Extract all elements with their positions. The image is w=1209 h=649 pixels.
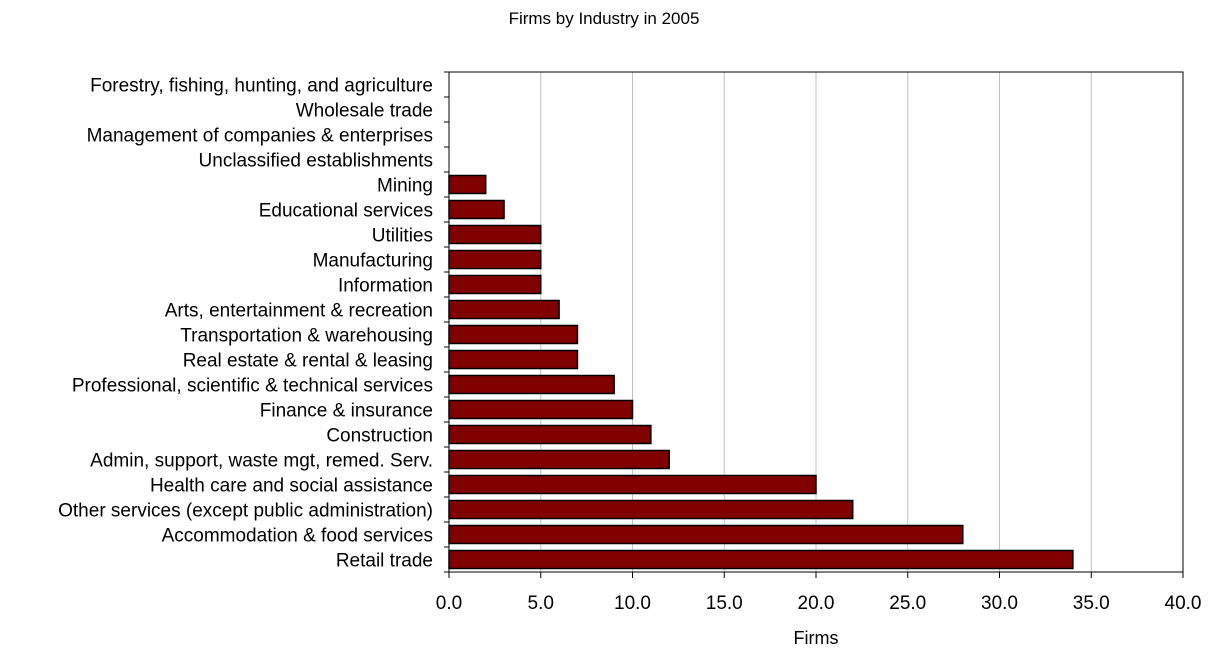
bars (448, 174, 1074, 570)
category-labels: Forestry, fishing, hunting, and agricult… (58, 76, 433, 572)
category-label: Transportation & warehousing (180, 326, 433, 347)
x-tick-label: 0.0 (436, 593, 462, 614)
x-tick-label: 5.0 (528, 593, 554, 614)
bar (448, 324, 579, 345)
bar (448, 449, 670, 470)
bar (448, 274, 542, 295)
x-tick-label: 15.0 (706, 593, 743, 614)
category-label: Wholesale trade (296, 101, 433, 122)
category-label: Retail trade (336, 551, 433, 572)
x-tick-label: 40.0 (1165, 593, 1202, 614)
category-label: Management of companies & enterprises (87, 126, 433, 147)
category-label: Real estate & rental & leasing (183, 351, 433, 372)
category-label: Finance & insurance (260, 401, 433, 422)
category-label: Mining (377, 176, 433, 197)
category-label: Other services (except public administra… (58, 501, 433, 522)
gridlines (540, 72, 1092, 572)
category-label: Admin, support, waste mgt, remed. Serv. (90, 451, 433, 472)
category-label: Professional, scientific & technical ser… (72, 376, 433, 397)
bar (448, 374, 615, 395)
bar (448, 549, 1074, 570)
bar (448, 249, 542, 270)
category-label: Construction (326, 426, 433, 447)
x-tick-label: 10.0 (614, 593, 651, 614)
category-label: Utilities (372, 226, 433, 247)
category-label: Unclassified establishments (199, 151, 433, 172)
bar (448, 199, 505, 220)
bar (448, 424, 652, 445)
category-label: Arts, entertainment & recreation (165, 301, 433, 322)
chart-title: Firms by Industry in 2005 (509, 9, 700, 28)
x-axis-title: Firms (794, 628, 839, 648)
category-label: Forestry, fishing, hunting, and agricult… (90, 76, 433, 97)
bar (448, 299, 560, 320)
category-label: Information (338, 276, 433, 297)
bar (448, 174, 487, 195)
category-label: Accommodation & food services (162, 526, 433, 547)
bar (448, 224, 542, 245)
bar (448, 399, 634, 420)
category-label: Health care and social assistance (150, 476, 433, 497)
bar (448, 524, 964, 545)
bar (448, 499, 854, 520)
plot-area-frame (444, 71, 1184, 573)
category-label: Educational services (259, 201, 433, 222)
x-tick-label: 35.0 (1073, 593, 1110, 614)
x-axis-ticks: 0.0 5.0 10.0 15.0 20.0 25.0 30.0 35.0 40.0 (436, 572, 1202, 614)
x-tick-label: 30.0 (981, 593, 1018, 614)
category-label: Manufacturing (313, 251, 433, 272)
x-tick-label: 20.0 (798, 593, 835, 614)
bar (448, 474, 817, 495)
x-tick-label: 25.0 (889, 593, 926, 614)
bar (448, 349, 579, 370)
